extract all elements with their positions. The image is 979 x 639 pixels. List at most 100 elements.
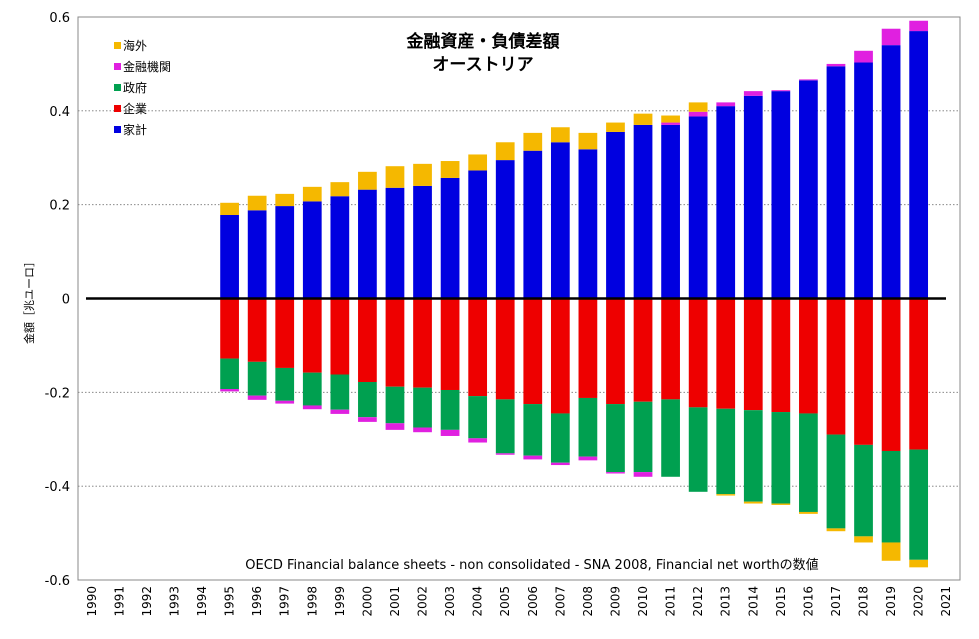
bar-segment <box>578 298 598 398</box>
bar-segment <box>826 298 846 435</box>
legend-label: 家計 <box>123 122 147 137</box>
x-tick-label: 2015 <box>774 586 788 617</box>
bar-segment <box>799 413 818 512</box>
bar-segment <box>440 389 460 430</box>
bar-segment <box>606 472 625 474</box>
bar-segment <box>302 186 322 202</box>
x-tick-label: 2014 <box>746 586 760 617</box>
bar-segment <box>909 449 929 560</box>
bar-segment <box>468 170 488 299</box>
x-tick-label: 2012 <box>691 586 705 617</box>
bar-segment <box>854 536 873 543</box>
bar-segment <box>854 50 873 63</box>
bar-segment <box>743 501 763 504</box>
bar-segment <box>716 102 736 107</box>
bar-segment <box>523 298 543 405</box>
x-tick-label: 1991 <box>112 586 126 617</box>
bar-segment <box>247 210 267 299</box>
bar-segment <box>633 298 653 402</box>
bar-segment <box>826 63 846 67</box>
bar-segment <box>826 528 846 532</box>
bar-segment <box>495 160 515 299</box>
bar-segment <box>771 298 791 413</box>
bar-segment <box>523 150 543 299</box>
bar-segment <box>468 396 488 439</box>
legend-swatch <box>114 42 121 49</box>
x-tick-label: 1996 <box>250 586 264 617</box>
y-tick-label: 0.6 <box>49 11 70 26</box>
bar-segment <box>661 122 680 125</box>
x-tick-label: 2002 <box>416 586 430 617</box>
bar-segment <box>413 427 432 433</box>
bar-segment <box>688 407 708 492</box>
x-tick-label: 2019 <box>884 586 898 617</box>
bar-segment <box>247 395 267 400</box>
x-tick-label: 2001 <box>388 586 402 617</box>
x-tick-label: 2007 <box>553 586 567 617</box>
bar-segment <box>220 202 239 215</box>
legend-swatch <box>114 126 121 133</box>
bar-segment <box>440 298 460 390</box>
x-tick-label: 1995 <box>223 586 237 617</box>
y-tick-label: -0.6 <box>45 574 70 589</box>
y-axis-ticks: 0.6 0.4 0.2 0 -0.2 -0.4 -0.6 <box>45 11 70 589</box>
y-tick-label: -0.4 <box>45 480 70 495</box>
bar-segment <box>358 171 377 190</box>
bar-segment <box>468 298 488 397</box>
bar-segment <box>440 177 460 299</box>
x-tick-label: 2008 <box>581 586 595 617</box>
bar-segment <box>661 115 680 123</box>
x-tick-label: 1993 <box>168 586 182 617</box>
x-tick-label: 1992 <box>140 586 154 617</box>
chart-title-line2: オーストリア <box>432 55 533 75</box>
x-tick-label: 2018 <box>857 586 871 617</box>
bar-segment <box>302 201 322 299</box>
y-tick-label: 0.4 <box>49 105 70 120</box>
x-axis-ticks: 1990 1991 1992 1993 1994 1995 1996 1997 1998 1999… <box>85 586 953 617</box>
bar-segment <box>550 462 570 466</box>
chart-title-line1: 金融資産・負債差額 <box>406 31 560 52</box>
x-tick-label: 2000 <box>360 586 374 617</box>
bar-segment <box>661 124 680 299</box>
bar-segment <box>220 389 239 392</box>
bar-segment <box>799 298 818 414</box>
x-tick-label: 2003 <box>443 586 457 617</box>
bar-segment <box>881 45 901 299</box>
bar-segment <box>854 298 873 445</box>
legend-label: 政府 <box>123 80 147 95</box>
bar-segment <box>358 298 377 383</box>
bar-segment <box>413 387 432 428</box>
bar-segment <box>578 149 598 299</box>
bar-segment <box>550 142 570 299</box>
bar-segment <box>275 400 295 404</box>
bar-segment <box>275 206 295 299</box>
bar-segment <box>330 409 350 414</box>
bar-segment <box>550 298 570 414</box>
bar-segment <box>743 91 763 96</box>
bar-segment <box>495 298 515 400</box>
bar-segment <box>358 382 377 418</box>
bar-segment <box>495 399 515 454</box>
bar-segment <box>468 438 488 443</box>
x-tick-label: 2006 <box>526 586 540 617</box>
bar-segment <box>385 386 405 424</box>
bar-segment <box>550 127 570 143</box>
bar-segment <box>716 106 736 299</box>
x-tick-label: 2004 <box>471 586 485 617</box>
bar-segment <box>523 455 543 460</box>
bar-segment <box>743 298 763 411</box>
bar-segment <box>909 559 929 568</box>
bar-segment <box>495 453 515 455</box>
bar-segment <box>716 408 736 495</box>
bar-segment <box>881 542 901 561</box>
bar-segment <box>495 142 515 161</box>
bar-segment <box>881 298 901 451</box>
bar-segment <box>413 185 432 299</box>
bar-segment <box>881 28 901 46</box>
bar-segment <box>440 429 460 436</box>
x-tick-label: 2009 <box>609 586 623 617</box>
bar-segment <box>854 444 873 537</box>
x-tick-label: 2017 <box>829 586 843 617</box>
